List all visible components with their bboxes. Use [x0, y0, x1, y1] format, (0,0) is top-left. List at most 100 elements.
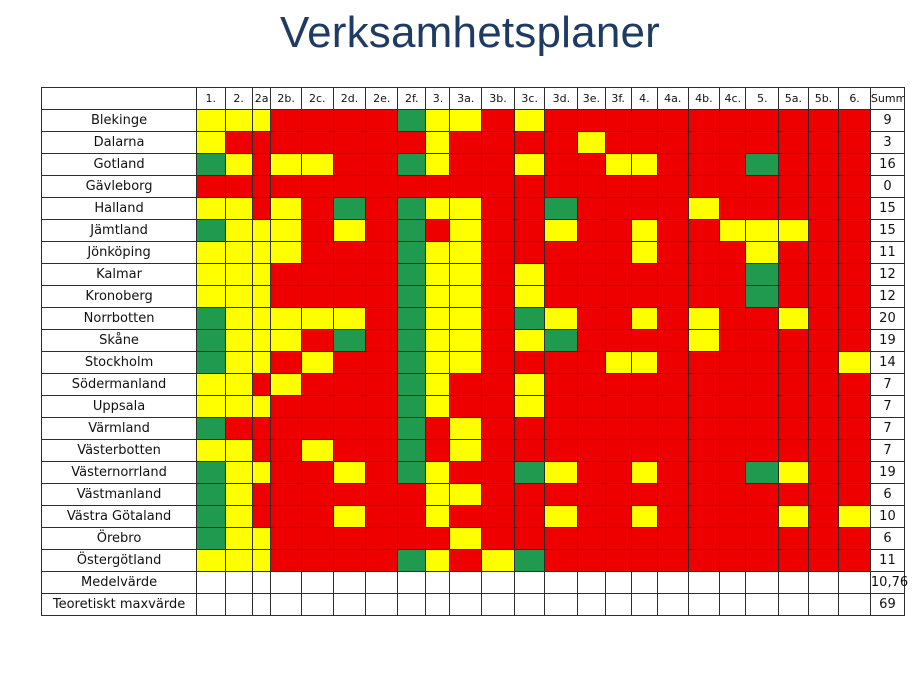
heatmap-cell [224, 241, 253, 264]
heatmap-cell [365, 395, 399, 418]
heatmap-cell [251, 153, 272, 176]
table-row: Gävleborg 0 [40, 175, 906, 198]
heatmap-cell [745, 131, 780, 154]
heatmap-cell [332, 285, 367, 308]
heatmap-cell [778, 197, 809, 220]
heatmap-cell [481, 549, 515, 572]
heatmap-cell [425, 109, 451, 132]
heatmap-cell [300, 549, 334, 572]
heatmap-cell [656, 527, 689, 550]
heatmap-cell [807, 153, 840, 176]
heatmap-cell [577, 109, 606, 132]
heatmap-cell [544, 241, 579, 264]
heatmap-cell [630, 351, 658, 374]
heatmap-cell [656, 175, 689, 198]
column-header: 1. [196, 87, 226, 110]
heatmap-cell [604, 131, 632, 154]
table-row: Örebro 6 [40, 527, 906, 550]
heatmap-cell [745, 109, 780, 132]
heatmap-cell [224, 527, 253, 550]
heatmap-cell [577, 351, 606, 374]
heatmap-cell [577, 373, 606, 396]
heatmap-cell [300, 505, 334, 528]
column-header: 4c. [719, 87, 747, 110]
heatmap-cell [778, 175, 809, 198]
heatmap-cell [332, 351, 367, 374]
heatmap-cell [397, 307, 427, 330]
heatmap-cell [838, 505, 871, 528]
empty-cell [656, 571, 689, 594]
empty-cell [577, 593, 606, 616]
heatmap-cell [224, 373, 253, 396]
heatmap-cell [300, 307, 334, 330]
heatmap-cell [513, 439, 546, 462]
heatmap-cell [397, 527, 427, 550]
heatmap-cell [397, 549, 427, 572]
heatmap-cell [656, 307, 689, 330]
sum-column-header: Summa [869, 87, 906, 110]
heatmap-cell [397, 109, 427, 132]
heatmap-cell [544, 219, 579, 242]
heatmap-cell [745, 175, 780, 198]
heatmap-cell [604, 175, 632, 198]
heatmap-cell [807, 417, 840, 440]
column-header: 4. [630, 87, 658, 110]
heatmap-cell [196, 527, 226, 550]
heatmap-cell [577, 527, 606, 550]
empty-cell [481, 571, 515, 594]
heatmap-cell [481, 395, 515, 418]
heatmap-cell [630, 175, 658, 198]
heatmap-cell [544, 307, 579, 330]
heatmap-cell [365, 549, 399, 572]
heatmap-cell [251, 285, 272, 308]
heatmap-cell [745, 219, 780, 242]
heatmap-cell [425, 549, 451, 572]
heatmap-cell [656, 329, 689, 352]
row-label: Dalarna [40, 131, 198, 154]
heatmap-cell [604, 219, 632, 242]
heatmap-cell [300, 175, 334, 198]
heatmap-cell [481, 417, 515, 440]
table-row: Halland 15 [40, 197, 906, 220]
heatmap-cell [196, 395, 226, 418]
empty-cell [270, 593, 302, 616]
heatmap-cell [656, 505, 689, 528]
heatmap-cell [630, 197, 658, 220]
heatmap-cell [838, 131, 871, 154]
heatmap-cell [481, 109, 515, 132]
heatmap-cell [745, 439, 780, 462]
heatmap-cell [807, 461, 840, 484]
heatmap-cell [251, 131, 272, 154]
heatmap-cell [270, 329, 302, 352]
row-label: Södermanland [40, 373, 198, 396]
heatmap-cell [656, 131, 689, 154]
heatmap-cell [807, 395, 840, 418]
heatmap-cell [807, 351, 840, 374]
heatmap-cell [300, 131, 334, 154]
heatmap-cell [630, 395, 658, 418]
heatmap-cell [604, 461, 632, 484]
heatmap-cell [397, 219, 427, 242]
heatmap-cell [687, 241, 721, 264]
row-label: Östergötland [40, 549, 198, 572]
heatmap-cell [544, 109, 579, 132]
table-row: Skåne 19 [40, 329, 906, 352]
heatmap-cell [251, 395, 272, 418]
heatmap-cell [224, 505, 253, 528]
heatmap-cell [778, 131, 809, 154]
table-row: Västra Götaland 10 [40, 505, 906, 528]
heatmap-cell [513, 351, 546, 374]
row-label: Västmanland [40, 483, 198, 506]
heatmap-cell [481, 527, 515, 550]
heatmap-cell [425, 307, 451, 330]
heatmap-cell [513, 285, 546, 308]
heatmap-cell [365, 197, 399, 220]
heatmap-cell [251, 505, 272, 528]
heatmap-cell [687, 461, 721, 484]
heatmap-cell [300, 329, 334, 352]
heatmap-cell [577, 505, 606, 528]
table-row: Dalarna 3 [40, 131, 906, 154]
heatmap-cell [745, 505, 780, 528]
heatmap-cell [270, 461, 302, 484]
heatmap-cell [251, 219, 272, 242]
